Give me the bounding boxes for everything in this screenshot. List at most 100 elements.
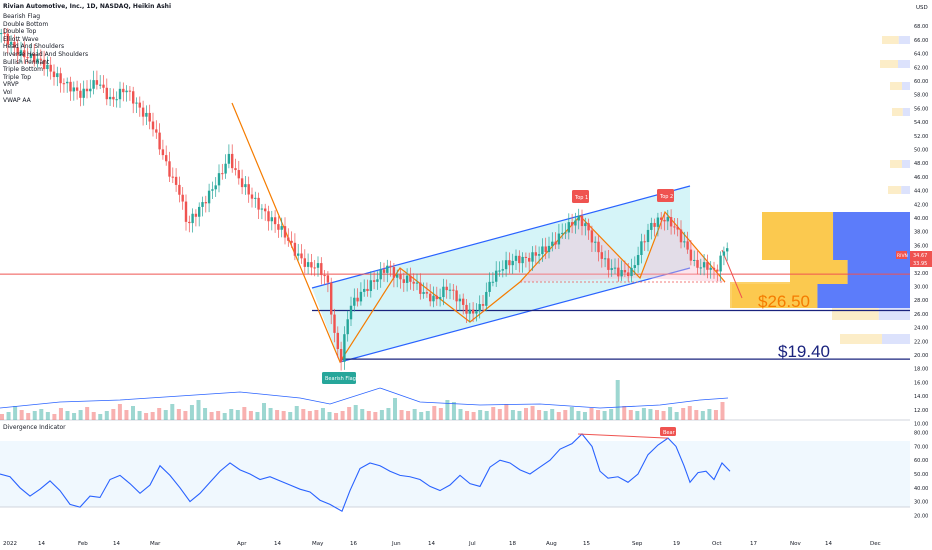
candle-body [326, 275, 330, 283]
vrvp-bar-up [840, 334, 882, 344]
currency-label: USD [916, 5, 928, 11]
candle-body [343, 334, 346, 362]
volume-bar [563, 410, 568, 420]
price-tick-label: 28.00 [914, 298, 928, 304]
volume-bar [307, 411, 312, 420]
indicator-item[interactable]: Bullish Pennant [3, 58, 50, 66]
volume-bar [615, 380, 620, 420]
indicator-item[interactable]: Head And Shoulders [3, 43, 65, 51]
candle-body [257, 197, 260, 210]
volume-bar [478, 410, 483, 420]
candle-body [471, 309, 475, 314]
time-tick-label: 19 [673, 541, 680, 547]
volume-bar [340, 411, 345, 420]
price-tick-label: 16.00 [914, 380, 928, 386]
candle-body [323, 275, 326, 277]
candle-body [349, 305, 353, 320]
candle-body [36, 58, 39, 63]
volume-bar [281, 411, 286, 420]
indicator-item[interactable]: Triple Bottom [3, 66, 43, 74]
volume-bar [183, 411, 188, 420]
candle-body [145, 112, 148, 117]
volume-bar [314, 410, 319, 420]
candle-body [353, 297, 356, 306]
volume-bar [491, 407, 496, 420]
candle-body [0, 33, 3, 35]
price-tick-label: 20.00 [914, 353, 928, 359]
volume-bar [98, 414, 103, 420]
candle-body [429, 293, 432, 302]
top1-label: Top 1 [574, 195, 588, 201]
candle-body [405, 275, 409, 283]
volume-bar [0, 414, 4, 420]
candle-body [478, 304, 481, 312]
time-tick-label: Jun [391, 541, 401, 547]
volume-bar [111, 409, 116, 420]
candle-body [656, 217, 660, 227]
candle-body [402, 279, 405, 283]
indicator-item[interactable]: Double Top [3, 28, 37, 36]
ticker-badge-bg [896, 251, 907, 259]
last-price-bg [910, 251, 932, 259]
candle-body [603, 258, 607, 260]
volume-bar [445, 400, 450, 420]
vrvp-bar-down [902, 160, 910, 168]
candle-body [69, 81, 72, 92]
volume-bar [556, 412, 561, 420]
indicator-item[interactable]: Bearish Flag [3, 13, 41, 20]
volume-bar [320, 408, 325, 420]
candle-body [392, 267, 396, 278]
price-tick-label: 12.00 [914, 408, 928, 414]
candle-body [138, 102, 141, 108]
candle-body [462, 298, 465, 305]
vrvp-bar-down [878, 308, 910, 320]
candle-body [148, 112, 151, 122]
candle-body [287, 237, 290, 241]
candle-body [643, 241, 646, 243]
candle-body [726, 248, 729, 252]
volume-bar [26, 413, 31, 420]
indicator-item[interactable]: Inverse Head And Shoulders [3, 51, 89, 58]
indicator-item[interactable]: Elliott Wave [3, 35, 39, 43]
candle-body [409, 275, 412, 282]
volume-bar [504, 404, 509, 420]
candle-body [178, 184, 181, 195]
bear-label: Bear [663, 430, 676, 436]
indicator-item[interactable]: Vol [3, 89, 12, 96]
candle-body [570, 222, 574, 226]
volume-bar [425, 411, 430, 420]
volume-bar [713, 410, 718, 420]
candle-body [125, 90, 128, 93]
indicator-item[interactable]: VWAP AA [3, 96, 31, 104]
price-tick-label: 44.00 [914, 189, 928, 195]
bearish-flag-badge [322, 372, 356, 384]
candle-body [660, 217, 663, 220]
candle-body [267, 211, 270, 222]
volume-bar [39, 409, 44, 420]
indicator-item[interactable]: Triple Top [3, 73, 32, 81]
volume-bar [117, 404, 122, 420]
volume-bar [589, 408, 594, 420]
candle-body [207, 190, 211, 204]
second-price-bg [910, 259, 932, 267]
candle-body [3, 33, 6, 35]
volume-bar [681, 408, 686, 420]
volume-bar [517, 411, 522, 420]
volume-bar [648, 409, 653, 420]
candle-body [155, 129, 158, 133]
vrvp-bar-down [882, 334, 910, 344]
volume-bar [628, 410, 633, 420]
volume-bar [275, 410, 280, 420]
indicator-item[interactable]: VRVP [3, 81, 19, 89]
candle-body [689, 249, 693, 261]
candle-body [686, 241, 689, 250]
candle-body [448, 289, 452, 291]
indicator-item[interactable]: Double Bottom [3, 20, 49, 28]
vrvp-bar-up [888, 186, 902, 194]
time-tick-label: Apr [237, 541, 247, 547]
volume-bar [576, 411, 581, 420]
candle-body [518, 255, 521, 264]
candle-body [158, 132, 161, 150]
volume-bar [622, 406, 627, 420]
